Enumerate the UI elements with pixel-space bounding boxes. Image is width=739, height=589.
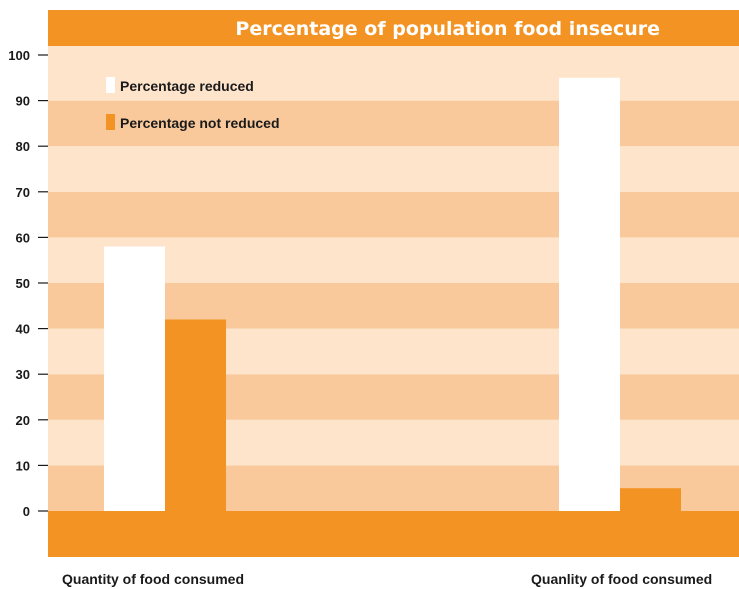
y-tick-label: 0 [23, 504, 30, 519]
y-tick-label: 80 [16, 139, 30, 154]
chart-title: Percentage of population food insecure [235, 18, 660, 40]
legend: Percentage reduced Percentage not reduce… [106, 77, 280, 131]
legend-swatch-percentage-reduced [106, 77, 115, 93]
y-tick-label: 30 [16, 367, 30, 382]
background-band [48, 146, 739, 192]
bars [104, 77, 681, 512]
y-tick-label: 70 [16, 185, 30, 200]
y-tick-label: 20 [16, 413, 30, 428]
y-tick-label: 60 [16, 230, 30, 245]
y-axis: 0 10 20 30 40 50 60 70 80 90 100 [8, 48, 48, 519]
bar-reduced [559, 77, 620, 512]
title-banner [48, 10, 739, 46]
background-band [48, 55, 739, 101]
category-label-quantity: Quantity of food consumed [62, 571, 244, 587]
bar-reduced [104, 246, 165, 511]
y-tick-label: 50 [16, 276, 30, 291]
legend-label-percentage-reduced: Percentage reduced [120, 78, 254, 94]
y-tick-label: 100 [8, 48, 30, 63]
baseline-strip [48, 511, 739, 557]
legend-label-percentage-not-reduced: Percentage not reduced [120, 115, 280, 131]
category-label-quality: Quanlity of food consumed [531, 571, 712, 587]
y-tick-label: 90 [16, 94, 30, 109]
background-band [48, 191, 739, 238]
bar-not-reduced [165, 319, 226, 511]
bar-not-reduced [620, 488, 681, 511]
background-band [48, 100, 739, 147]
y-tick-label: 40 [16, 322, 30, 337]
legend-swatch-percentage-not-reduced [106, 114, 115, 130]
y-tick-label: 10 [16, 458, 30, 473]
